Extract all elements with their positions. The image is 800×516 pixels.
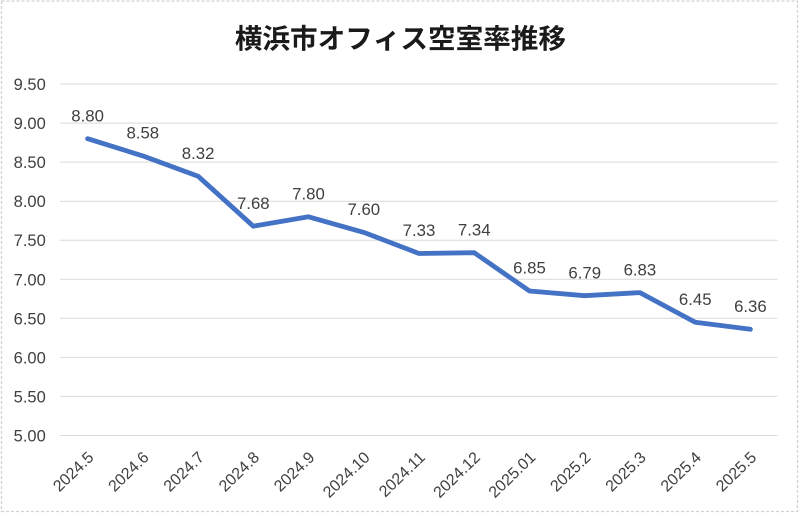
svg-text:8.58: 8.58 — [126, 124, 159, 143]
svg-text:7.60: 7.60 — [347, 200, 380, 219]
svg-text:7.34: 7.34 — [458, 220, 491, 239]
svg-text:9.00: 9.00 — [14, 115, 46, 133]
svg-text:6.00: 6.00 — [14, 349, 46, 367]
svg-text:8.80: 8.80 — [71, 106, 104, 125]
svg-text:6.36: 6.36 — [734, 297, 767, 316]
svg-text:9.50: 9.50 — [14, 76, 46, 94]
svg-text:6.85: 6.85 — [513, 259, 546, 278]
svg-text:7.50: 7.50 — [14, 232, 46, 250]
svg-text:6.79: 6.79 — [568, 263, 601, 282]
svg-text:7.00: 7.00 — [14, 271, 46, 289]
svg-text:7.33: 7.33 — [403, 221, 436, 240]
svg-text:8.00: 8.00 — [14, 193, 46, 211]
svg-text:5.00: 5.00 — [14, 428, 46, 446]
svg-text:6.50: 6.50 — [14, 310, 46, 328]
svg-text:6.83: 6.83 — [624, 260, 657, 279]
svg-text:8.32: 8.32 — [182, 144, 215, 163]
svg-text:7.68: 7.68 — [237, 194, 270, 213]
svg-text:7.80: 7.80 — [292, 185, 325, 204]
svg-text:8.50: 8.50 — [14, 154, 46, 172]
svg-text:6.45: 6.45 — [679, 290, 712, 309]
svg-text:5.50: 5.50 — [14, 388, 46, 406]
